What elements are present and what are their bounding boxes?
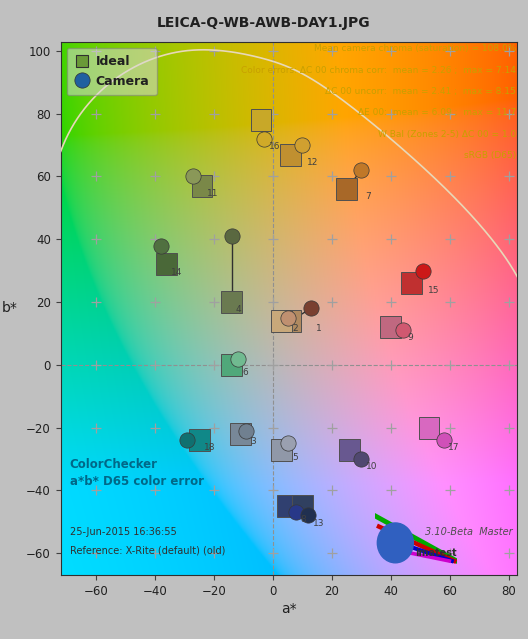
Bar: [336, 178, 357, 200]
Bar: [280, 144, 301, 166]
Text: 12: 12: [307, 158, 318, 167]
Bar: [401, 272, 422, 294]
Text: ΔC 00 uncorr:  mean = 2.41 ;  max = 8.15: ΔC 00 uncorr: mean = 2.41 ; max = 8.15: [325, 87, 516, 96]
Text: Mean camera chroma (saturation) = 108.0%: Mean camera chroma (saturation) = 108.0%: [314, 44, 516, 53]
Text: 2: 2: [292, 324, 298, 333]
Text: W Bal (Zones 2-5) ΔC 00 = 1.0: W Bal (Zones 2-5) ΔC 00 = 1.0: [378, 130, 516, 139]
Bar: [251, 109, 271, 131]
Text: 8: 8: [301, 516, 307, 525]
Text: Reference: X-Rite (default) (old): Reference: X-Rite (default) (old): [70, 546, 225, 556]
Text: 18: 18: [204, 443, 215, 452]
Text: LEICA-Q-WB-AWB-DAY1.JPG: LEICA-Q-WB-AWB-DAY1.JPG: [157, 16, 371, 30]
Text: 6: 6: [242, 368, 248, 377]
Text: 14: 14: [171, 268, 183, 277]
Text: 5: 5: [292, 452, 298, 462]
Text: sRGB (D65): sRGB (D65): [464, 151, 516, 160]
Text: 13: 13: [313, 519, 324, 528]
Bar: [292, 495, 313, 517]
Text: Color errors: ΔC 00 chroma corr:  mean = 2.26 ;  max = 7.14: Color errors: ΔC 00 chroma corr: mean = …: [241, 66, 516, 75]
Bar: [271, 438, 292, 461]
Text: 25-Jun-2015 16:36:55: 25-Jun-2015 16:36:55: [70, 527, 176, 537]
Y-axis label: b*: b*: [2, 302, 17, 315]
Text: 16: 16: [268, 142, 280, 151]
Bar: [221, 354, 242, 376]
Bar: [339, 438, 360, 461]
Text: ColorChecker
a*b* D65 color error: ColorChecker a*b* D65 color error: [70, 458, 204, 488]
Text: 1: 1: [316, 324, 322, 333]
Circle shape: [378, 523, 413, 563]
Bar: [419, 417, 439, 438]
Bar: [280, 310, 301, 332]
Bar: [189, 429, 210, 451]
Text: 3: 3: [251, 437, 257, 446]
Legend: Ideal, Camera: Ideal, Camera: [67, 48, 157, 95]
Bar: [192, 175, 212, 197]
Text: 10: 10: [366, 462, 377, 471]
Text: imatest: imatest: [416, 548, 457, 558]
Bar: [271, 310, 292, 332]
Text: 11: 11: [206, 189, 218, 198]
Text: 9: 9: [407, 334, 413, 343]
Text: 3.10-Beta  Master: 3.10-Beta Master: [425, 527, 513, 537]
Bar: [230, 423, 251, 445]
Bar: [221, 291, 242, 313]
Bar: [380, 316, 401, 338]
Bar: [156, 254, 177, 275]
Text: ΔE 00:  mean = 6.09 ;  max = 11.7: ΔE 00: mean = 6.09 ; max = 11.7: [358, 108, 516, 117]
Bar: [277, 495, 298, 517]
X-axis label: a*: a*: [281, 602, 297, 616]
Text: 17: 17: [448, 443, 460, 452]
Text: 15: 15: [428, 286, 439, 295]
Text: 7: 7: [366, 192, 371, 201]
Text: 4: 4: [236, 305, 242, 314]
